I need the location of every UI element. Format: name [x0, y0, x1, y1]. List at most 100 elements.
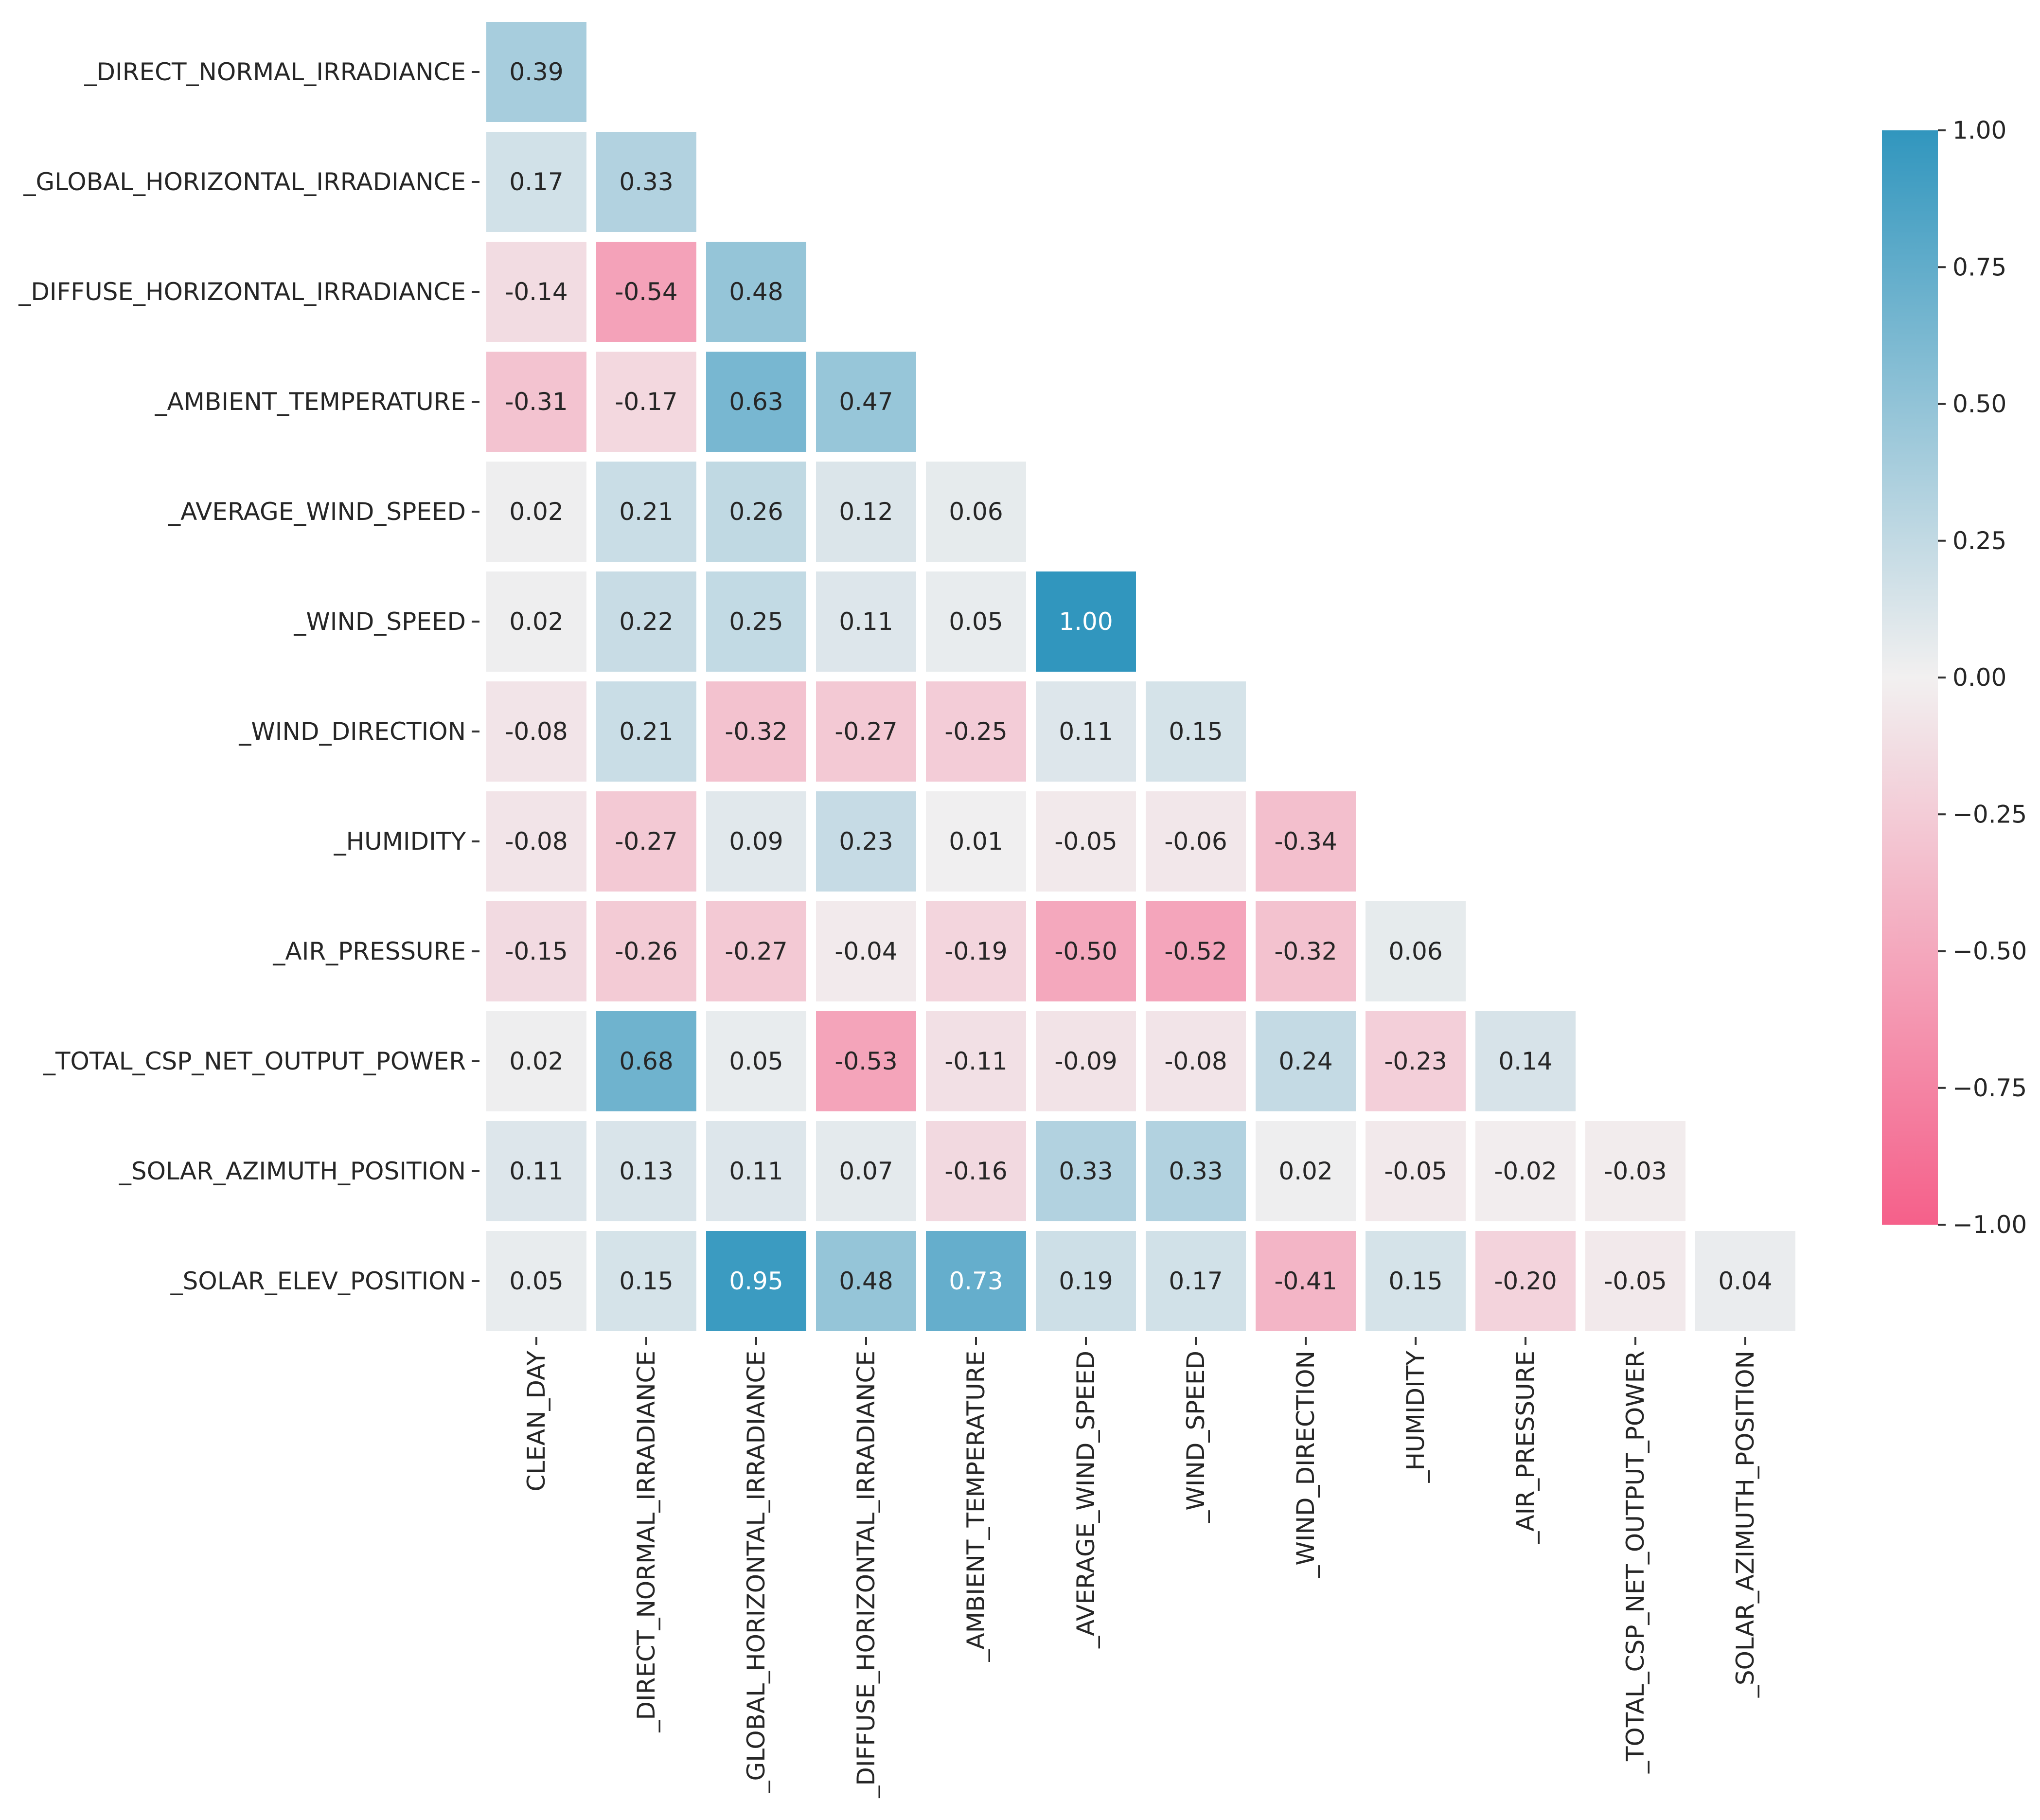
cell-value-label: 0.22	[619, 607, 673, 636]
heatmap-cell-r11-c9	[1475, 1231, 1576, 1331]
row-label: _HUMIDITY	[334, 827, 466, 856]
heatmap-cell-r10-c8	[1366, 1121, 1466, 1221]
cell-value-label: 0.17	[1169, 1267, 1223, 1295]
heatmap-cell-r11-c6	[1146, 1231, 1246, 1331]
cell-value-label: -0.03	[1604, 1157, 1667, 1185]
row-label: _SOLAR_ELEV_POSITION	[170, 1267, 466, 1295]
heatmap-cell-r8-c1	[596, 901, 696, 1001]
row-label: _GLOBAL_HORIZONTAL_IRRADIANCE	[23, 168, 466, 196]
cell-value-label: 0.13	[619, 1157, 673, 1185]
heatmap-cell-r10-c2	[706, 1121, 806, 1221]
heatmap-cell-r6-c2	[706, 681, 806, 782]
heatmap-cell-r5-c3	[816, 571, 916, 672]
cell-value-label: 0.07	[839, 1157, 893, 1185]
colorbar-tick-label: 0.00	[1952, 663, 2006, 692]
column-label: _TOTAL_CSP_NET_OUTPUT_POWER	[1621, 1351, 1650, 1774]
heatmap-cell-r10-c7	[1256, 1121, 1356, 1221]
heatmap-cell-r9-c9	[1475, 1011, 1576, 1111]
colorbar-tick-label: −0.75	[1952, 1074, 2027, 1102]
cell-value-label: 0.05	[949, 607, 1003, 636]
cell-value-label: 0.48	[839, 1267, 893, 1295]
column-label: _WIND_DIRECTION	[1292, 1351, 1320, 1578]
heatmap-cell-r7-c2	[706, 791, 806, 892]
heatmap-cell-r4-c4	[926, 462, 1026, 562]
heatmap-cell-r6-c3	[816, 681, 916, 782]
heatmap-cell-r8-c2	[706, 901, 806, 1001]
colorbar-tick-label: −0.25	[1952, 800, 2027, 828]
cell-value-label: 0.04	[1718, 1267, 1772, 1295]
cell-value-label: -0.20	[1494, 1267, 1557, 1295]
heatmap-cell-r9-c0	[486, 1011, 586, 1111]
column-label: CLEAN_DAY	[522, 1351, 550, 1492]
cell-value-label: 0.11	[729, 1157, 783, 1185]
cell-value-label: -0.32	[1274, 937, 1337, 965]
cell-value-label: 0.17	[509, 168, 563, 196]
cell-value-label: 0.14	[1498, 1047, 1552, 1075]
heatmap-cell-r8-c4	[926, 901, 1026, 1001]
cell-value-label: 0.05	[509, 1267, 563, 1295]
cell-value-label: -0.27	[834, 717, 897, 746]
cell-value-label: 0.24	[1278, 1047, 1332, 1075]
cell-value-label: -0.16	[944, 1157, 1007, 1185]
heatmap-cell-r11-c4	[926, 1231, 1026, 1331]
cell-value-label: 0.19	[1059, 1267, 1113, 1295]
heatmap-cell-r5-c2	[706, 571, 806, 672]
column-label: _DIFFUSE_HORIZONTAL_IRRADIANCE	[852, 1351, 880, 1799]
column-label: _AMBIENT_TEMPERATURE	[962, 1351, 990, 1662]
cell-value-label: 0.33	[1169, 1157, 1223, 1185]
cell-value-label: -0.02	[1494, 1157, 1557, 1185]
cell-value-label: -0.06	[1164, 827, 1227, 856]
colorbar: 1.00 0.75 0.50 0.25 0.00 −0.25 −0.50 −0.75 −1.00	[1882, 116, 2027, 1239]
heatmap-cell-r7-c4	[926, 791, 1026, 892]
heatmap-cell-r7-c3	[816, 791, 916, 892]
cell-value-label: -0.08	[505, 827, 568, 856]
heatmap-cells: 0.39 0.17 0.33 -0.14 -0.54 0.48 -0.31 -0.17 0.63…	[486, 22, 1795, 1331]
heatmap-cell-r7-c6	[1146, 791, 1246, 892]
cell-value-label: -0.50	[1054, 937, 1117, 965]
heatmap-cell-r6-c6	[1146, 681, 1246, 782]
colorbar-tick-label: 0.25	[1952, 527, 2006, 555]
cell-value-label: 0.01	[949, 827, 1003, 856]
heatmap-cell-r4-c1	[596, 462, 696, 562]
cell-value-label: -0.27	[725, 937, 787, 965]
column-label: _DIRECT_NORMAL_IRRADIANCE	[632, 1351, 660, 1733]
heatmap-cell-r8-c8	[1366, 901, 1466, 1001]
column-labels: CLEAN_DAY _DIRECT_NORMAL_IRRADIANCE _GLOBA…	[522, 1337, 1759, 1799]
heatmap-cell-r8-c5	[1036, 901, 1136, 1001]
heatmap-cell-r9-c7	[1256, 1011, 1356, 1111]
colorbar-tick-label: −0.50	[1952, 937, 2027, 965]
heatmap-cell-r5-c1	[596, 571, 696, 672]
heatmap-cell-r8-c7	[1256, 901, 1356, 1001]
heatmap-cell-r11-c3	[816, 1231, 916, 1331]
heatmap-cell-r7-c7	[1256, 791, 1356, 892]
cell-value-label: 0.11	[839, 607, 893, 636]
cell-value-label: 0.21	[619, 717, 673, 746]
cell-value-label: -0.08	[505, 717, 568, 746]
colorbar-tick-label: 1.00	[1952, 116, 2006, 144]
cell-value-label: 0.25	[729, 607, 783, 636]
row-label: _TOTAL_CSP_NET_OUTPUT_POWER	[43, 1047, 466, 1075]
row-label: _AIR_PRESSURE	[272, 937, 466, 965]
cell-value-label: -0.19	[944, 937, 1007, 965]
cell-value-label: 0.15	[1388, 1267, 1442, 1295]
cell-value-label: -0.05	[1054, 827, 1117, 856]
heatmap-cell-r5-c5	[1036, 571, 1136, 672]
heatmap-cell-r7-c0	[486, 791, 586, 892]
heatmap-cell-r9-c4	[926, 1011, 1026, 1111]
heatmap-cell-r3-c0	[486, 352, 586, 452]
heatmap-cell-r6-c1	[596, 681, 696, 782]
row-label: _WIND_SPEED	[293, 607, 466, 636]
cell-value-label: -0.04	[834, 937, 897, 965]
heatmap-cell-r8-c3	[816, 901, 916, 1001]
heatmap-cell-r11-c5	[1036, 1231, 1136, 1331]
heatmap-cell-r8-c0	[486, 901, 586, 1001]
cell-value-label: 0.73	[949, 1267, 1003, 1295]
cell-value-label: 0.12	[839, 498, 893, 526]
cell-value-label: -0.15	[505, 937, 568, 965]
row-labels: _DIRECT_NORMAL_IRRADIANCE _GLOBAL_HORIZON…	[18, 58, 479, 1295]
cell-value-label: 0.02	[509, 607, 563, 636]
heatmap-cell-r10-c10	[1585, 1121, 1685, 1221]
heatmap-cell-r10-c5	[1036, 1121, 1136, 1221]
heatmap-cell-r10-c9	[1475, 1121, 1576, 1221]
cell-value-label: 0.02	[509, 498, 563, 526]
